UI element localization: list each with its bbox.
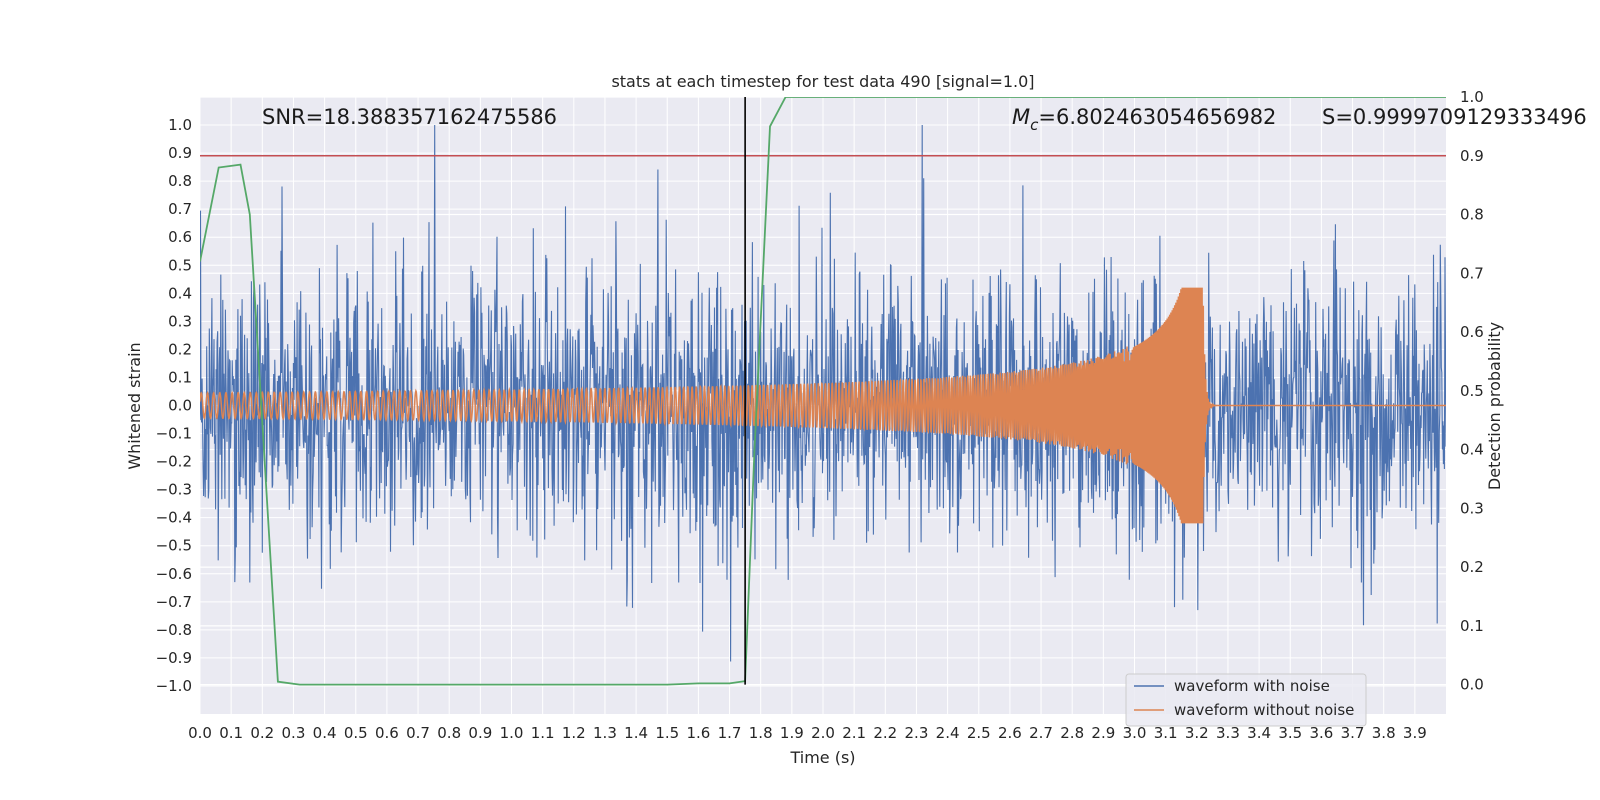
chirp-mass-symbol: M	[1012, 105, 1030, 129]
y-tick-label: −0.4	[156, 509, 192, 527]
x-tick-label: 3.4	[1247, 724, 1271, 742]
x-tick-label: 0.7	[406, 724, 430, 742]
x-tick-label: 2.5	[967, 724, 991, 742]
x-tick-label: 3.3	[1216, 724, 1240, 742]
x-tick-label: 1.9	[780, 724, 804, 742]
x-tick-label: 1.7	[718, 724, 742, 742]
x-tick-label: 3.6	[1309, 724, 1333, 742]
x-tick-label: 0.2	[250, 724, 274, 742]
legend-box	[1125, 673, 1367, 727]
legend-label-clean: waveform without noise	[1174, 701, 1354, 719]
x-tick-label: 2.0	[811, 724, 835, 742]
y-tick-label: 1.0	[168, 116, 192, 134]
score-annotation: S=0.9999709129333496	[1322, 105, 1587, 129]
x-tick-label: 2.1	[842, 724, 866, 742]
y2-tick-label: 1.0	[1460, 88, 1484, 106]
x-tick-label: 0.6	[375, 724, 399, 742]
chirp-mass-value: =6.802463054656982	[1038, 105, 1276, 129]
y-tick-label: 0.8	[168, 172, 192, 190]
x-tick-label: 1.2	[562, 724, 586, 742]
chart-title: stats at each timestep for test data 490…	[611, 72, 1034, 91]
y-tick-label: 0.6	[168, 228, 192, 246]
x-tick-label: 1.8	[749, 724, 773, 742]
x-tick-label: 0.8	[437, 724, 461, 742]
x-tick-label: 2.9	[1091, 724, 1115, 742]
x-tick-label: 2.6	[998, 724, 1022, 742]
x-tick-label: 3.8	[1372, 724, 1396, 742]
x-tick-label: 2.3	[905, 724, 929, 742]
x-tick-label: 3.7	[1341, 724, 1365, 742]
y-tick-label: 0.3	[168, 312, 192, 330]
y2-tick-label: 0.7	[1460, 264, 1484, 282]
y-tick-label: −0.5	[156, 537, 192, 555]
x-tick-label: 0.3	[282, 724, 306, 742]
x-tick-label: 3.9	[1403, 724, 1427, 742]
x-tick-label: 0.0	[188, 724, 212, 742]
series-waveform-without-noise	[200, 287, 1446, 524]
chirp-mass-annotation: Mc=6.802463054656982	[1012, 105, 1276, 134]
y-tick-label: 0.2	[168, 340, 192, 358]
x-tick-label: 1.5	[655, 724, 679, 742]
x-axis-label: Time (s)	[789, 748, 855, 767]
legend-label-noisy: waveform with noise	[1174, 677, 1330, 695]
y-tick-label: 0.0	[168, 397, 192, 415]
y2-axis-label: Detection probability	[1485, 322, 1504, 490]
y2-tick-labels: 1.0 0.9 0.8 0.7 0.6 0.5 0.4 0.3 0.2 0.1 0.0	[1460, 88, 1484, 694]
x-tick-label: 1.4	[624, 724, 648, 742]
y2-tick-label: 0.4	[1460, 441, 1484, 459]
series-detection-probability	[200, 97, 1446, 686]
x-tick-label: 2.7	[1029, 724, 1053, 742]
x-tick-label: 0.9	[468, 724, 492, 742]
y-axis-label: Whitened strain	[125, 342, 144, 469]
y2-tick-label: 0.8	[1460, 206, 1484, 224]
series-waveform-with-noise	[200, 124, 1446, 662]
y-tick-label: −0.3	[156, 481, 192, 499]
x-tick-label: 0.4	[313, 724, 337, 742]
y2-tick-label: 0.0	[1460, 676, 1484, 694]
x-tick-label: 0.1	[219, 724, 243, 742]
y-tick-label: −0.8	[156, 621, 192, 639]
y-tick-label: −0.7	[156, 593, 192, 611]
legend: waveform with noise waveform without noi…	[1125, 673, 1367, 727]
y-tick-label: 0.4	[168, 284, 192, 302]
x-tick-label: 0.5	[344, 724, 368, 742]
y-tick-label: −0.9	[156, 649, 192, 667]
y2-tick-label: 0.6	[1460, 323, 1484, 341]
x-tick-label: 1.1	[531, 724, 555, 742]
y2-tick-label: 0.1	[1460, 617, 1484, 635]
x-tick-label: 2.2	[873, 724, 897, 742]
x-tick-label: 2.4	[936, 724, 960, 742]
y-tick-label: −0.1	[156, 425, 192, 443]
x-tick-label: 2.8	[1060, 724, 1084, 742]
y-tick-label: −0.2	[156, 453, 192, 471]
y2-tick-label: 0.9	[1460, 147, 1484, 165]
snr-annotation: SNR=18.388357162475586	[262, 105, 557, 129]
y-tick-label: 0.9	[168, 144, 192, 162]
y2-tick-label: 0.3	[1460, 499, 1484, 517]
y-tick-label: −1.0	[156, 677, 192, 695]
x-tick-label: 3.0	[1123, 724, 1147, 742]
x-tick-label: 3.5	[1278, 724, 1302, 742]
x-tick-label: 3.2	[1185, 724, 1209, 742]
y-tick-label: −0.6	[156, 565, 192, 583]
x-tick-label: 1.6	[686, 724, 710, 742]
y-tick-label: 0.1	[168, 368, 192, 386]
y-tick-label: 0.7	[168, 200, 192, 218]
x-tick-label: 1.0	[500, 724, 524, 742]
y-tick-label: 0.5	[168, 256, 192, 274]
y2-tick-label: 0.5	[1460, 382, 1484, 400]
y2-tick-label: 0.2	[1460, 558, 1484, 576]
y-tick-labels: 1.0 0.9 0.8 0.7 0.6 0.5 0.4 0.3 0.2 0.1 0.0 −0.1 −0.…	[156, 116, 192, 695]
chirp-mass-subscript: c	[1030, 116, 1039, 134]
x-tick-label: 3.1	[1154, 724, 1178, 742]
x-tick-label: 1.3	[593, 724, 617, 742]
x-tick-labels: 0.0 0.1 0.2 0.3 0.4 0.5 0.6 0.7 0.8 0.9 1.0 1.1 1.2 1…	[188, 724, 1427, 742]
series-layer	[200, 97, 1446, 686]
